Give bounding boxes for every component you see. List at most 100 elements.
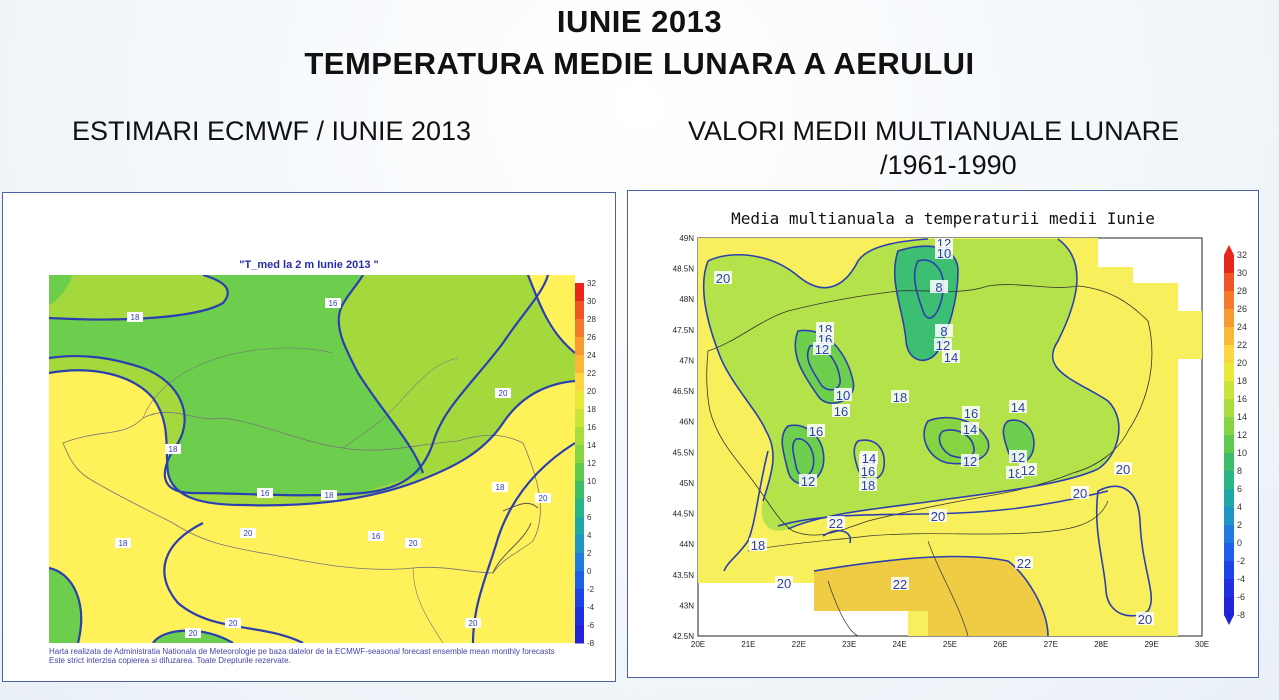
svg-text:20: 20 (777, 576, 791, 591)
svg-text:20: 20 (229, 619, 238, 628)
forecast-contour-label: 20 (240, 528, 256, 538)
svg-text:16: 16 (261, 489, 270, 498)
forecast-contour-label: 18 (115, 538, 131, 548)
scale-label: -6 (587, 621, 595, 630)
climatology-contour-label: 16 (962, 406, 980, 421)
svg-text:18: 18 (119, 539, 128, 548)
svg-text:20: 20 (1073, 486, 1087, 501)
scale-label: 30 (1237, 268, 1247, 278)
climatology-contour-label: 8 (930, 280, 948, 295)
longitude-label: 26E (993, 640, 1007, 649)
climatology-country-border (706, 284, 1153, 536)
scale-color-step (575, 337, 584, 356)
scale-label: 28 (1237, 286, 1247, 296)
svg-text:22: 22 (893, 577, 907, 592)
svg-text:18: 18 (893, 390, 907, 405)
left-caption: ESTIMARI ECMWF / IUNIE 2013 (72, 116, 472, 146)
svg-text:12: 12 (1011, 450, 1025, 465)
climatology-contour-label: 22 (1015, 556, 1033, 571)
climatology-contour-label: 18 (891, 390, 909, 405)
climatology-contour-label: 14 (942, 350, 960, 365)
scale-label: 26 (587, 333, 596, 342)
climatology-contour-label: 12 (813, 342, 831, 357)
scale-label: 14 (587, 441, 596, 450)
forecast-contour-label: 20 (185, 628, 201, 638)
forecast-contour-label: 18 (321, 490, 337, 500)
forecast-contour-label: 20 (465, 618, 481, 628)
svg-text:18: 18 (325, 491, 334, 500)
right-caption-line1: VALORI MEDII MULTIANUALE LUNARE (688, 116, 1180, 146)
climatology-contour-label: 12 (934, 338, 952, 353)
forecast-contour-label: 20 (225, 618, 241, 628)
svg-text:22: 22 (1017, 556, 1031, 571)
forecast-danube-delta (492, 502, 539, 574)
forecast-contour-label: 16 (257, 488, 273, 498)
svg-text:12: 12 (801, 474, 815, 489)
scale-label: 18 (1237, 376, 1247, 386)
scale-label: -4 (1237, 574, 1245, 584)
climatology-hot-area (814, 556, 1048, 636)
scale-color-step (1224, 507, 1234, 526)
latitude-label: 44N (679, 540, 694, 549)
svg-text:16: 16 (964, 406, 978, 421)
scale-color-step (1224, 417, 1234, 436)
svg-text:16: 16 (861, 464, 875, 479)
latitude-label: 46N (679, 418, 694, 427)
longitude-label: 29E (1144, 640, 1158, 649)
scale-label: 8 (587, 495, 592, 504)
forecast-note-line2: Este strict interzisa copierea si difuza… (49, 656, 291, 665)
svg-text:16: 16 (329, 299, 338, 308)
climatology-map-title: Media multianuala a temperaturii medii I… (731, 209, 1155, 228)
svg-text:14: 14 (862, 451, 876, 466)
scale-color-step (1224, 579, 1234, 598)
climatology-map: 1210881214181612101618161412141618161412… (673, 234, 1247, 649)
svg-text:12: 12 (1021, 463, 1035, 478)
right-caption-line2: /1961-1990 (880, 150, 1017, 180)
scale-label: 22 (587, 369, 596, 378)
scale-label: 20 (587, 387, 596, 396)
climatology-contour-label: 12 (1009, 450, 1027, 465)
latitude-label: 47N (679, 356, 694, 365)
scale-label: 20 (1237, 358, 1247, 368)
svg-text:12: 12 (963, 454, 977, 469)
page-title-line2: TEMPERATURA MEDIE LUNARA A AERULUI (304, 46, 975, 81)
scale-color-step (1224, 327, 1234, 346)
climatology-contour-label: 18 (859, 478, 877, 493)
climatology-contour-label: 14 (961, 422, 979, 437)
forecast-map-title: "T_med la 2 m Iunie 2013 " (239, 259, 379, 271)
latitude-label: 48.5N (673, 265, 695, 274)
forecast-contour-label: 16 (368, 531, 384, 541)
scale-color-step (1224, 453, 1234, 472)
longitude-label: 24E (892, 640, 906, 649)
scale-label: 26 (1237, 304, 1247, 314)
svg-text:20: 20 (189, 629, 198, 638)
latitude-label: 42.5N (673, 632, 695, 641)
scale-color-step (575, 607, 584, 626)
forecast-country-border (62, 411, 541, 574)
scale-label: 30 (587, 297, 596, 306)
scale-label: 0 (587, 567, 592, 576)
svg-text:20: 20 (409, 539, 418, 548)
svg-text:14: 14 (944, 350, 958, 365)
forecast-region-borders (142, 347, 459, 643)
svg-text:10: 10 (836, 388, 850, 403)
climatology-contour-label: 16 (859, 464, 877, 479)
climatology-contour-label: 14 (860, 451, 878, 466)
climatology-contour-label: 12 (1019, 463, 1037, 478)
scale-label: -2 (587, 585, 595, 594)
scale-color-step (575, 427, 584, 446)
svg-text:12: 12 (936, 338, 950, 353)
svg-text:20: 20 (539, 494, 548, 503)
forecast-contour-label: 18 (492, 482, 508, 492)
scale-label: 0 (1237, 538, 1242, 548)
climatology-contour-label: 14 (1009, 400, 1027, 415)
scale-color-step (575, 355, 584, 374)
svg-text:18: 18 (751, 538, 765, 553)
scale-label: 24 (1237, 322, 1247, 332)
scale-color-step (575, 463, 584, 482)
svg-text:18: 18 (861, 478, 875, 493)
scale-color-step (575, 625, 584, 644)
svg-text:14: 14 (1011, 400, 1025, 415)
svg-text:14: 14 (963, 422, 977, 437)
